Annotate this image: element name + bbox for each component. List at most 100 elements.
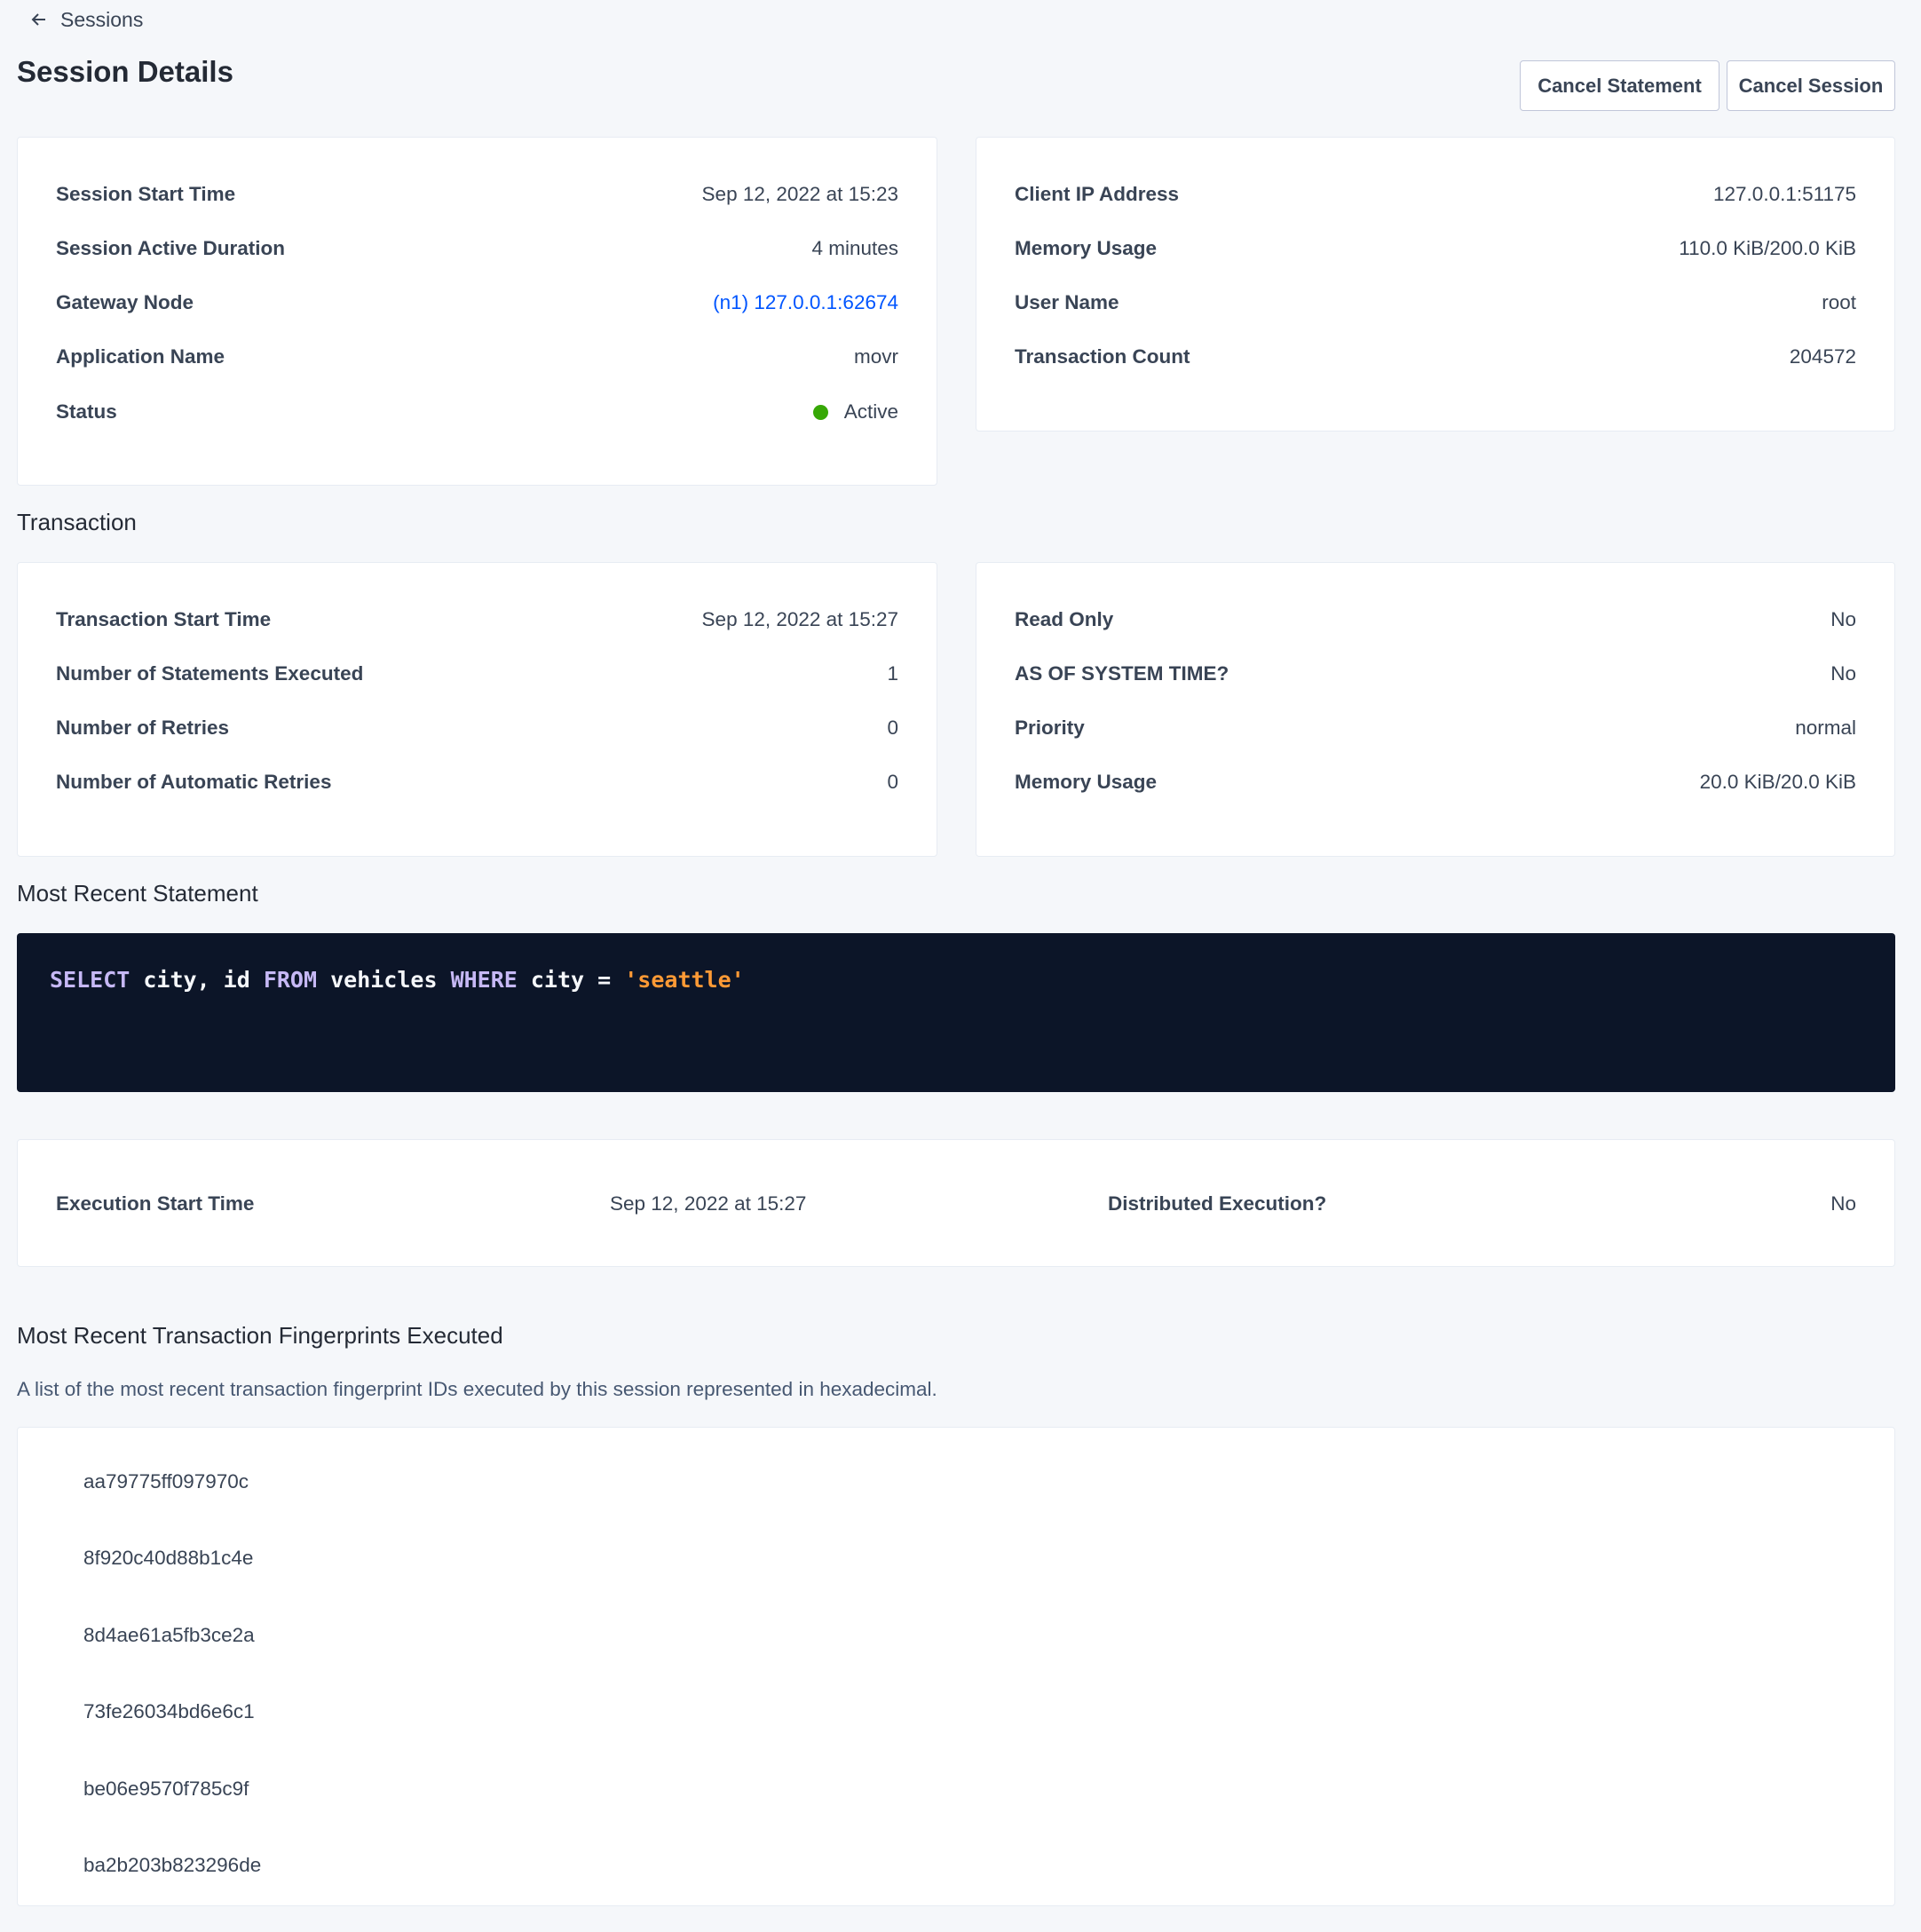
detail-row: Read Only No — [1015, 606, 1856, 634]
detail-value: (n1) 127.0.0.1:62674 — [713, 291, 898, 314]
sql-keyword: FROM — [263, 967, 318, 993]
detail-label: Priority — [1015, 717, 1085, 739]
session-client-card: Client IP Address 127.0.0.1:51175 Memory U… — [976, 137, 1895, 432]
detail-value-text: Active — [843, 400, 898, 423]
detail-value: root — [1822, 291, 1856, 314]
sql-token: city = — [517, 967, 625, 993]
detail-row: Memory Usage 20.0 KiB/20.0 KiB — [1015, 768, 1856, 796]
back-label: Sessions — [60, 7, 144, 31]
detail-label: Number of Automatic Retries — [56, 771, 332, 793]
detail-label: Status — [56, 400, 117, 423]
detail-label: Transaction Count — [1015, 345, 1190, 368]
fingerprints-description: A list of the most recent transaction fi… — [17, 1378, 937, 1400]
detail-row: Transaction Start Time Sep 12, 2022 at 15… — [56, 606, 898, 634]
detail-label: Transaction Start Time — [56, 608, 272, 630]
detail-value-text: 4 minutes — [811, 237, 898, 259]
detail-row: Client IP Address 127.0.0.1:51175 — [1015, 180, 1856, 209]
detail-value: normal — [1795, 717, 1856, 740]
detail-value-text: 20.0 KiB/20.0 KiB — [1699, 771, 1856, 793]
detail-value: 0 — [887, 771, 898, 794]
detail-row: AS OF SYSTEM TIME? No — [1015, 660, 1856, 688]
fingerprint-item: ba2b203b823296de — [83, 1854, 262, 1876]
detail-value: 4 minutes — [811, 237, 898, 260]
detail-row: Priority normal — [1015, 714, 1856, 742]
detail-value: No — [1830, 662, 1856, 685]
detail-row: Gateway Node (n1) 127.0.0.1:62674 — [56, 289, 898, 317]
detail-value-text: movr — [854, 345, 898, 368]
detail-value-text: No — [1830, 608, 1856, 630]
transaction-card-right: Read Only No AS OF SYSTEM TIME? No Priority n… — [976, 562, 1895, 857]
transaction-card-left: Transaction Start Time Sep 12, 2022 at 15… — [17, 562, 937, 857]
distributed-row: Distributed Execution? No — [1108, 1190, 1856, 1218]
detail-value: 1 — [887, 662, 898, 685]
detail-row: Transaction Count 204572 — [1015, 343, 1856, 371]
detail-value-text: normal — [1795, 717, 1856, 739]
detail-value: No — [1830, 608, 1856, 631]
detail-value: 0 — [887, 717, 898, 740]
detail-value-text: 1 — [887, 662, 898, 685]
detail-label: Gateway Node — [56, 291, 194, 313]
detail-row: Number of Automatic Retries 0 — [56, 768, 898, 796]
detail-row: Session Active Duration 4 minutes — [56, 234, 898, 263]
detail-row: Number of Statements Executed 1 — [56, 660, 898, 688]
sql-keyword: SELECT — [50, 967, 130, 993]
sql-string: 'seattle' — [624, 967, 745, 993]
fingerprint-item: 8d4ae61a5fb3ce2a — [83, 1623, 255, 1646]
detail-value: Sep 12, 2022 at 15:27 — [702, 608, 898, 631]
detail-label: AS OF SYSTEM TIME? — [1015, 662, 1229, 685]
detail-value: movr — [854, 345, 898, 368]
detail-row: Application Name movr — [56, 343, 898, 371]
session-details-card: Session Start Time Sep 12, 2022 at 15:23 S… — [17, 137, 937, 486]
detail-row: User Name root — [1015, 289, 1856, 317]
cancel-session-button[interactable]: Cancel Session — [1727, 60, 1895, 111]
detail-row: Session Start Time Sep 12, 2022 at 15:23 — [56, 180, 898, 209]
detail-label: Application Name — [56, 345, 225, 368]
detail-value: Sep 12, 2022 at 15:23 — [702, 183, 898, 206]
detail-label: Memory Usage — [1015, 771, 1158, 793]
detail-value: 127.0.0.1:51175 — [1713, 183, 1856, 206]
fingerprint-item: 8f920c40d88b1c4e — [83, 1547, 254, 1570]
statement-code-block: SELECT city, id FROM vehicles WHERE city… — [17, 933, 1895, 1092]
detail-label: Memory Usage — [1015, 237, 1158, 259]
status-active-dot-icon — [812, 404, 828, 420]
detail-label: User Name — [1015, 291, 1119, 313]
page-title: Session Details — [17, 55, 233, 88]
statement-heading: Most Recent Statement — [17, 880, 258, 907]
sql-token: city, id — [130, 967, 264, 993]
fingerprints-card: aa79775ff097970c 8f920c40d88b1c4e 8d4ae61a… — [17, 1427, 1895, 1906]
detail-value-text: 127.0.0.1:51175 — [1713, 183, 1856, 205]
detail-value-text: 0 — [887, 717, 898, 739]
transaction-heading: Transaction — [17, 509, 137, 535]
detail-row: Memory Usage 110.0 KiB/200.0 KiB — [1015, 234, 1856, 263]
exec-start-label: Execution Start Time — [56, 1192, 255, 1215]
detail-value-text: Sep 12, 2022 at 15:23 — [701, 183, 898, 205]
detail-value-text: root — [1822, 291, 1856, 313]
detail-label: Session Start Time — [56, 183, 236, 205]
detail-row: Number of Retries 0 — [56, 714, 898, 742]
back-to-sessions-link[interactable]: Sessions — [30, 5, 143, 34]
detail-label: Read Only — [1015, 608, 1114, 630]
gateway-node-link[interactable]: (n1) 127.0.0.1:62674 — [713, 291, 898, 313]
detail-value-text: Sep 12, 2022 at 15:27 — [701, 608, 898, 630]
arrow-left-icon — [31, 13, 45, 26]
detail-value: 204572 — [1790, 345, 1856, 368]
distributed-value: No — [1830, 1192, 1856, 1215]
fingerprints-heading: Most Recent Transaction Fingerprints Exe… — [17, 1322, 503, 1349]
detail-value-text: 110.0 KiB/200.0 KiB — [1679, 237, 1856, 259]
cancel-statement-button[interactable]: Cancel Statement — [1520, 60, 1719, 111]
fingerprint-item: 73fe26034bd6e6c1 — [83, 1700, 255, 1723]
fingerprint-item: aa79775ff097970c — [83, 1470, 249, 1493]
detail-label: Session Active Duration — [56, 237, 285, 259]
sql-text: SELECT city, id FROM vehicles WHERE city… — [50, 967, 745, 993]
exec-start-value: Sep 12, 2022 at 15:27 — [610, 1192, 807, 1215]
detail-value: Active — [812, 400, 898, 424]
distributed-label: Distributed Execution? — [1108, 1192, 1327, 1215]
execution-card: Execution Start Time Sep 12, 2022 at 15:… — [17, 1139, 1895, 1267]
detail-value-text: 204572 — [1789, 345, 1856, 368]
detail-value: 110.0 KiB/200.0 KiB — [1679, 237, 1856, 260]
detail-value: 20.0 KiB/20.0 KiB — [1700, 771, 1856, 794]
sql-keyword: WHERE — [450, 967, 518, 993]
detail-label: Number of Retries — [56, 717, 230, 739]
exec-start-label-row: Execution Start Time — [56, 1190, 411, 1218]
detail-value-text: No — [1830, 662, 1856, 685]
